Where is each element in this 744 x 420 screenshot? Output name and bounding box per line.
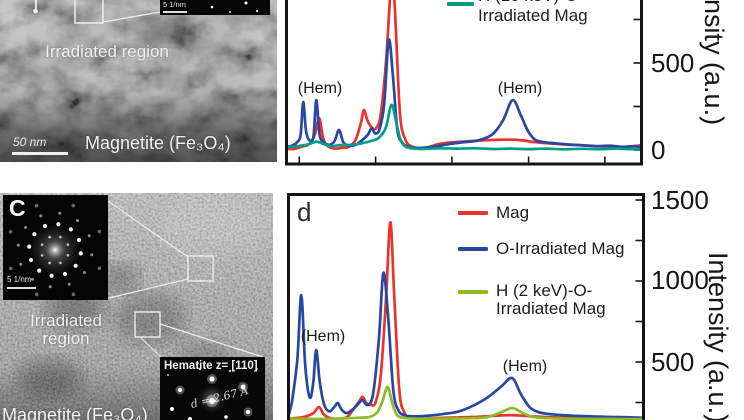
legend-label-mag: Mag — [496, 203, 530, 222]
hematite-inset-title: Hematite z= [110] — [164, 360, 258, 372]
tem-c-texture — [0, 193, 273, 420]
legend-swatch-blue — [458, 247, 488, 251]
hem-annotation-top-2: (Hem) — [497, 80, 543, 97]
legend-swatch-green — [458, 290, 488, 294]
fft-inset-top: 5 1/nm — [160, 0, 270, 15]
tem-image-top: 5 1/nm Irradiated region Magnetite (Fe₃O… — [0, 0, 277, 162]
roi-line-c-lower-2 — [159, 323, 264, 358]
roi-box-top — [74, 0, 104, 24]
ytick-top-0: 0 — [651, 135, 666, 165]
fft-inset-top-spots — [210, 1, 259, 13]
legend-label-teal-line1: H (10 keV)-O- — [478, 0, 584, 6]
legend-label-h2kev-line1: H (2 keV)-O- — [496, 281, 593, 300]
legend-swatch-teal — [447, 2, 474, 6]
hem-annotation-bottom-1: (Hem) — [300, 328, 346, 345]
roi-projection-line-top — [102, 11, 161, 23]
fft-c-scale-bar — [7, 287, 36, 289]
fft-inset-c-pattern — [8, 203, 102, 297]
tem-image-c: C 5 1/nm Irradiated region Magnetite (Fe… — [0, 193, 273, 420]
ytick-bottom-1500: 1500 — [651, 185, 709, 215]
y-axis-title-top: Intensity (a.u.) — [699, 0, 729, 126]
y-axis-title-bottom: Intensity (a.u.) — [703, 252, 733, 420]
fft-top-scale-bar — [163, 11, 187, 13]
ytick-bottom-500: 500 — [651, 347, 695, 377]
fft-inset-c: C 5 1/nm — [3, 195, 108, 300]
ytick-top-500: 500 — [651, 48, 695, 78]
magnetite-label-top: Magnetite (Fe₃O₄) — [85, 133, 231, 153]
roi-line-c-upper-1 — [104, 198, 189, 258]
hem-annotation-bottom-2: (Hem) — [502, 358, 548, 375]
hematite-diffraction-spots — [167, 367, 258, 420]
legend-label-teal-line2: Irradiated Mag — [478, 6, 588, 25]
scale-bar-top — [12, 152, 68, 155]
legend-swatch-red — [458, 211, 488, 215]
fft-top-scale-label: 5 1/nm — [163, 0, 186, 9]
roi-line-c-lower-1 — [139, 336, 162, 358]
legend-label-h2kev-line2: Irradiated Mag — [496, 299, 606, 318]
hematite-inset: Hematite z= [110] d = 2.67 Å — [160, 357, 265, 420]
arrow-dot-top — [33, 8, 38, 14]
tem-top-texture — [0, 0, 277, 162]
panel-label-d: d — [297, 197, 312, 227]
ytick-bottom-1000: 1000 — [651, 265, 709, 295]
irradiated-region-label-c-line1: Irradiated — [30, 311, 102, 330]
roi-box-c-upper — [187, 255, 214, 282]
panel-label-c: C — [9, 195, 26, 221]
roi-line-c-upper-2 — [104, 278, 189, 300]
hem-annotation-top-1: (Hem) — [297, 80, 343, 97]
irradiated-region-label-top: Irradiated region — [45, 42, 169, 61]
irradiated-region-label-c-line2: region — [42, 329, 90, 348]
scale-bar-label-top: 50 nm — [13, 135, 47, 149]
fft-c-scale-label: 5 1/nm — [7, 275, 32, 284]
legend-label-o-irradiated: O-Irradiated Mag — [496, 239, 625, 258]
magnetite-label-c: Magnetite (Fe₃O₄) — [2, 405, 148, 420]
